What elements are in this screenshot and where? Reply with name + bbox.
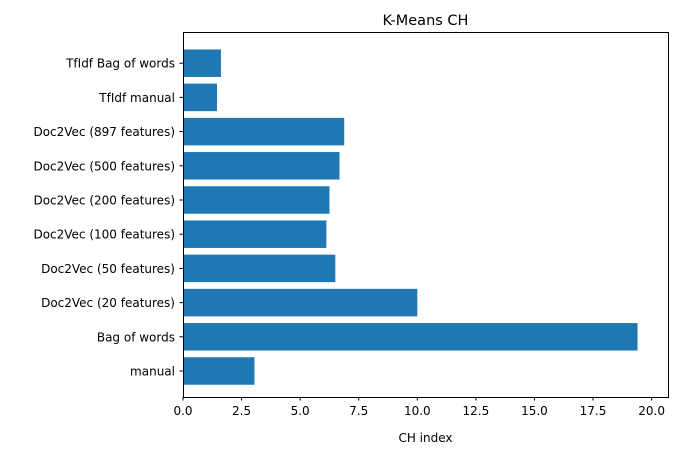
y-axis-ticks: manual Bag of words Doc2Vec (20 features) D…	[33, 57, 183, 379]
x-tick-label-2: 5.0	[291, 404, 310, 418]
bar-3	[183, 254, 336, 283]
x-tick-label-0: 0.0	[173, 404, 192, 418]
y-tick-label-9: TfIdf Bag of words	[65, 57, 175, 71]
y-tick-label-6: Doc2Vec (500 features)	[33, 159, 175, 173]
y-tick-label-0: manual	[130, 365, 175, 379]
y-tick-label-7: Doc2Vec (897 features)	[33, 125, 175, 139]
bar-7	[183, 117, 345, 146]
bar-5	[183, 186, 330, 214]
bar-0	[183, 357, 255, 385]
y-tick-label-4: Doc2Vec (100 features)	[33, 228, 175, 242]
bar-1	[183, 323, 638, 351]
bar-2	[183, 288, 418, 317]
chart-title: K-Means CH	[383, 13, 469, 29]
x-tick-label-8: 20.0	[638, 404, 665, 418]
bar-8	[183, 83, 217, 112]
y-tick-label-3: Doc2Vec (50 features)	[41, 262, 175, 276]
bar-6	[183, 152, 340, 180]
y-tick-label-1: Bag of words	[97, 330, 175, 344]
bar-4	[183, 220, 327, 248]
bar-9	[183, 49, 221, 77]
x-axis-label: CH index	[398, 431, 452, 445]
y-tick-label-8: TfIdf manual	[98, 91, 175, 105]
x-tick-label-4: 10.0	[404, 404, 431, 418]
x-tick-label-3: 7.5	[349, 404, 368, 418]
x-tick-label-5: 12.5	[463, 404, 490, 418]
plot-frame	[183, 32, 669, 398]
x-axis-ticks: 0.0 2.5 5.0 7.5 10.0 12.5 15.0 17.5 20.0	[173, 397, 665, 418]
y-tick-label-5: Doc2Vec (200 features)	[33, 194, 175, 208]
x-tick-label-7: 17.5	[580, 404, 607, 418]
bars-layer	[183, 49, 638, 385]
x-tick-label-6: 15.0	[521, 404, 548, 418]
x-tick-label-1: 2.5	[232, 404, 251, 418]
y-tick-label-2: Doc2Vec (20 features)	[41, 296, 175, 310]
